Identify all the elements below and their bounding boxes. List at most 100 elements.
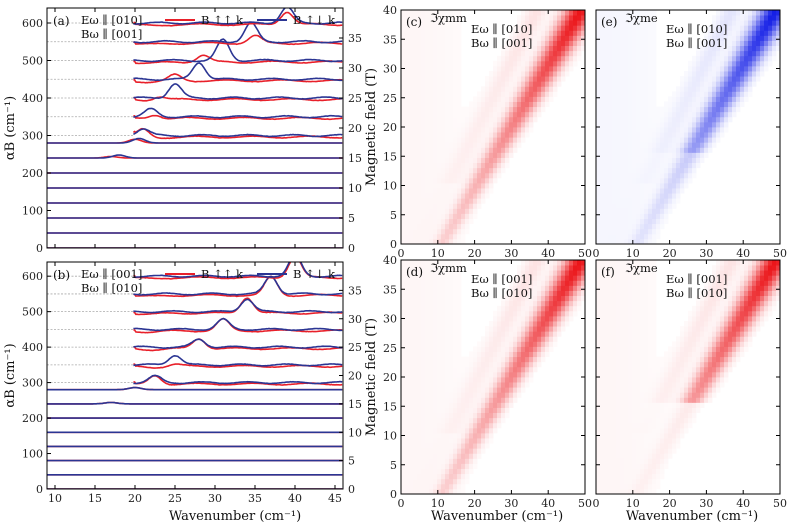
heatmap-cell [445,285,450,291]
heatmap-cell [485,91,490,97]
heatmap-cell [501,326,506,332]
heatmap-cell [513,96,518,102]
heatmap-cell [600,417,605,424]
heatmap-cell [409,468,414,475]
heatmap-cell [433,101,438,108]
heatmap-cell [457,96,462,102]
heatmap-cell [433,366,438,373]
heatmap-cell [632,483,637,490]
heatmap-cell [553,280,558,286]
heatmap-cell [569,45,574,52]
heatmap-cell [477,407,482,414]
heatmap-cell [533,290,538,297]
heatmap-cell [449,238,454,245]
heatmap-cell [581,275,586,281]
heatmap-cell [632,417,637,424]
heatmap-cell [652,438,657,444]
heatmap-cell [497,55,502,62]
heatmap-cell [616,172,621,179]
heatmap-cell [533,106,538,113]
heatmap-cell [413,91,418,97]
heatmap-cell [668,162,673,169]
heatmap-cell [632,208,637,214]
heatmap-cell [656,162,661,169]
heatmap-cell [712,96,717,102]
heatmap-cell [425,402,430,408]
polarization-e: Eω ∥ [001] [81,267,142,281]
heatmap-cell [453,218,458,225]
heatmap-cell [461,443,466,449]
heatmap-cell [644,407,649,414]
heatmap-cell [620,188,625,194]
heatmap-cell [521,387,526,393]
heatmap-cell [648,162,653,169]
heatmap-cell [457,65,462,72]
heatmap-cell [413,60,418,67]
heatmap-cell [740,65,745,72]
heatmap-cell [525,81,530,87]
heatmap-cell [620,10,625,16]
heatmap-cell [429,116,434,123]
heatmap-cell [716,111,721,118]
heatmap-cell [672,387,677,393]
heatmap-cell [616,483,621,490]
heatmap-cell [437,91,442,97]
heatmap-cell [409,45,414,52]
heatmap-cell [413,167,418,174]
heatmap-cell [620,142,625,148]
heatmap-cell [565,30,570,36]
heatmap-cell [453,137,458,143]
heatmap-cell [437,483,442,490]
heatmap-cell [644,483,649,490]
heatmap-cell [425,101,430,108]
heatmap-cell [624,223,629,230]
heatmap-cell [608,121,613,128]
heatmap-cell [708,132,713,138]
heatmap-cell [716,121,721,128]
heatmap-cell [433,10,438,16]
heatmap-cell [465,172,470,179]
heatmap-cell [549,326,554,332]
heatmap-cell [453,198,458,204]
heatmap-cell [405,15,410,21]
heatmap-cell [684,147,689,153]
heatmap-cell [700,50,705,57]
heatmap-cell [628,177,633,184]
heatmap-cell [688,382,693,388]
heatmap-cell [676,121,681,128]
heatmap-cell [413,45,418,52]
heatmap-cell [445,443,450,449]
heatmap-cell [676,438,681,444]
heatmap-cell [457,45,462,52]
heatmap-cell [748,25,753,31]
heatmap-cell [429,71,434,77]
heatmap-cell [640,60,645,67]
heatmap-cell [768,30,773,36]
heatmap-cell [457,417,462,424]
heatmap-cell [557,295,562,302]
heatmap-cell [525,76,530,82]
heatmap-cell [636,478,641,485]
right-tick-label: 0 [348,483,355,496]
heatmap-cell [401,198,406,204]
heatmap-cell [525,132,530,138]
heatmap-cell [764,25,769,31]
heatmap-cell [529,111,534,118]
heatmap-cell [425,208,430,214]
heatmap-cell [608,147,613,153]
heatmap-cell [712,40,717,47]
heatmap-cell [644,473,649,480]
heatmap-cell [569,35,574,41]
heatmap-cell [513,86,518,92]
heatmap-cell [453,356,458,363]
heatmap-cell [405,106,410,113]
heatmap-cell [644,111,649,118]
heatmap-cell [537,315,542,322]
heatmap-cell [644,76,649,82]
heatmap-cell [545,10,550,16]
heatmap-cell [525,315,530,322]
heatmap-cell [437,310,442,317]
heatmap-cell [620,167,625,174]
heatmap-cell [493,326,498,332]
heatmap-cell [477,402,482,408]
